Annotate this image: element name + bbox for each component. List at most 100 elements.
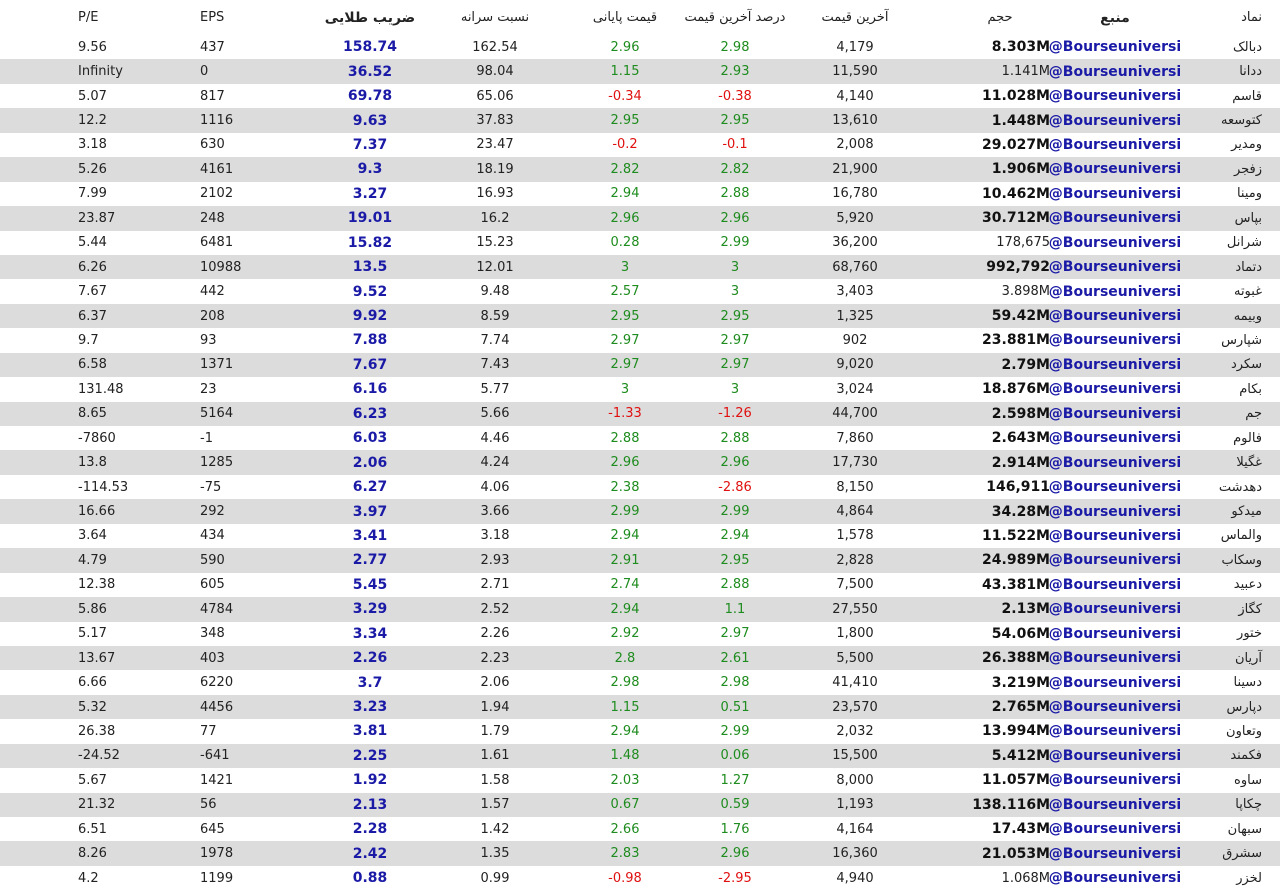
cell-source[interactable]: @Bourseuniversi xyxy=(1048,845,1182,862)
cell-source[interactable]: @Bourseuniversi xyxy=(1048,356,1182,373)
cell-capita-ratio: 162.54 xyxy=(472,39,518,55)
cell-last-price-percent: -0.1 xyxy=(722,137,748,153)
table-row[interactable]: ساوه @Bourseuniversi 11.057M 8,000 1.27 2.03 1… xyxy=(0,768,1280,792)
cell-capita-ratio: 8.59 xyxy=(480,308,510,324)
table-row[interactable]: شرانل @Bourseuniversi 178,675 36,200 2.99 0.2… xyxy=(0,231,1280,255)
table-row[interactable]: چکاپا @Bourseuniversi 138.116M 1,193 0.59 0.6… xyxy=(0,792,1280,817)
cell-source[interactable]: @Bourseuniversi xyxy=(1048,576,1182,593)
cell-symbol: سکرد xyxy=(1230,357,1262,373)
cell-volume: 3.898M xyxy=(1001,284,1050,300)
table-row[interactable]: جم @Bourseuniversi 2.598M 44,700 -1.26 -1.33 5… xyxy=(0,401,1280,426)
cell-source[interactable]: @Bourseuniversi xyxy=(1048,772,1182,789)
cell-source[interactable]: @Bourseuniversi xyxy=(1048,234,1182,251)
cell-capita-ratio: 2.93 xyxy=(480,552,510,568)
header-symbol[interactable]: نماد xyxy=(1241,10,1262,25)
table-row[interactable]: وسکاب @Bourseuniversi 24.989M 2,828 2.95 2.91… xyxy=(0,548,1280,573)
cell-source[interactable]: @Bourseuniversi xyxy=(1048,136,1182,153)
cell-source[interactable]: @Bourseuniversi xyxy=(1048,723,1182,740)
cell-source[interactable]: @Bourseuniversi xyxy=(1048,39,1182,56)
table-row[interactable]: آریان @Bourseuniversi 26.388M 5,500 2.61 2.8 2… xyxy=(0,645,1280,671)
table-row[interactable]: فکمند @Bourseuniversi 5.412M 15,500 0.06 1.48… xyxy=(0,743,1280,769)
table-row[interactable]: کتوسعه @Bourseuniversi 1.448M 13,610 2.95 2.9… xyxy=(0,108,1280,133)
table-row[interactable]: کگاز @Bourseuniversi 2.13M 27,550 1.1 2.94 2.5… xyxy=(0,597,1280,622)
table-row[interactable]: لخزر @Bourseuniversi 1.068M 4,940 -2.95 -0.98… xyxy=(0,866,1280,890)
cell-source[interactable]: @Bourseuniversi xyxy=(1048,430,1182,447)
header-pe[interactable]: P/E xyxy=(78,10,99,25)
table-row[interactable]: ختور @Bourseuniversi 54.06M 1,800 2.97 2.92 2.… xyxy=(0,622,1280,646)
cell-source[interactable]: @Bourseuniversi xyxy=(1048,308,1182,325)
header-close-price[interactable]: قیمت پایانی xyxy=(592,10,658,25)
table-row[interactable]: دبالک @Bourseuniversi 8.303M 4,179 2.98 2.96 1… xyxy=(0,35,1280,59)
cell-capita-ratio: 7.74 xyxy=(480,332,510,348)
cell-source[interactable]: @Bourseuniversi xyxy=(1048,454,1182,471)
cell-source[interactable]: @Bourseuniversi xyxy=(1048,747,1182,764)
table-row[interactable]: میدکو @Bourseuniversi 34.28M 4,864 2.99 2.99 3… xyxy=(0,499,1280,524)
cell-volume: 43.381M xyxy=(982,576,1050,593)
header-last-price-percent[interactable]: درصد آخرین قیمت xyxy=(684,10,786,25)
header-last-price[interactable]: آخرین قیمت xyxy=(821,10,889,25)
cell-golden-coefficient: 7.37 xyxy=(352,136,388,153)
cell-source[interactable]: @Bourseuniversi xyxy=(1048,527,1182,544)
cell-source[interactable]: @Bourseuniversi xyxy=(1048,870,1182,887)
table-row[interactable]: شپارس @Bourseuniversi 23.881M 902 2.97 2.97 7.… xyxy=(0,328,1280,352)
cell-source[interactable]: @Bourseuniversi xyxy=(1048,88,1182,105)
table-row[interactable]: دتماد @Bourseuniversi 992,792 68,760 3 3 12.01… xyxy=(0,254,1280,280)
table-row[interactable]: بپاس @Bourseuniversi 30.712M 5,920 2.96 2.96 1… xyxy=(0,206,1280,231)
table-row[interactable]: زفجر @Bourseuniversi 1.906M 21,900 2.82 2.82 1… xyxy=(0,157,1280,182)
cell-source[interactable]: @Bourseuniversi xyxy=(1048,552,1182,569)
table-row[interactable]: دسینا @Bourseuniversi 3.219M 41,410 2.98 2.98… xyxy=(0,670,1280,694)
cell-source[interactable]: @Bourseuniversi xyxy=(1048,185,1182,202)
cell-source[interactable]: @Bourseuniversi xyxy=(1048,699,1182,716)
cell-source[interactable]: @Bourseuniversi xyxy=(1048,210,1182,227)
table-row[interactable]: سبهان @Bourseuniversi 17.43M 4,164 1.76 2.66 1… xyxy=(0,817,1280,841)
cell-source[interactable]: @Bourseuniversi xyxy=(1048,259,1182,276)
table-row[interactable]: ومدیر @Bourseuniversi 29.027M 2,008 -0.1 -0.2… xyxy=(0,133,1280,157)
cell-source[interactable]: @Bourseuniversi xyxy=(1048,821,1182,838)
cell-pe: 6.26 xyxy=(78,259,107,275)
header-eps[interactable]: EPS xyxy=(200,10,225,25)
cell-symbol: دتماد xyxy=(1235,259,1262,275)
table-row[interactable]: دپارس @Bourseuniversi 2.765M 23,570 0.51 1.15… xyxy=(0,694,1280,720)
table-row[interactable]: دهدشت @Bourseuniversi 146,911 8,150 -2.86 2.3… xyxy=(0,475,1280,499)
table-row[interactable]: وتعاون @Bourseuniversi 13.994M 2,032 2.99 2.9… xyxy=(0,719,1280,743)
cell-last-price-percent: 2.96 xyxy=(720,210,750,226)
table-row[interactable]: بکام @Bourseuniversi 18.876M 3,024 3 3 5.77 6.1… xyxy=(0,377,1280,401)
cell-source[interactable]: @Bourseuniversi xyxy=(1048,601,1182,618)
table-row[interactable]: سشرق @Bourseuniversi 21.053M 16,360 2.96 2.83… xyxy=(0,841,1280,866)
cell-capita-ratio: 1.35 xyxy=(480,846,510,862)
cell-source[interactable]: @Bourseuniversi xyxy=(1048,674,1182,691)
header-golden-coefficient[interactable]: ضریب طلایی xyxy=(324,9,416,26)
table-row[interactable]: وبیمه @Bourseuniversi 59.42M 1,325 2.95 2.95 8… xyxy=(0,303,1280,329)
header-source[interactable]: منبع xyxy=(1100,9,1130,26)
cell-source[interactable]: @Bourseuniversi xyxy=(1048,625,1182,642)
cell-pe: 4.79 xyxy=(78,552,107,568)
table-row[interactable]: غگیلا @Bourseuniversi 2.914M 17,730 2.96 2.96… xyxy=(0,450,1280,475)
cell-source[interactable]: @Bourseuniversi xyxy=(1048,405,1182,422)
cell-last-price: 2,828 xyxy=(836,552,874,568)
cell-source[interactable]: @Bourseuniversi xyxy=(1048,283,1182,300)
table-row[interactable]: والماس @Bourseuniversi 11.522M 1,578 2.94 2.9… xyxy=(0,524,1280,548)
table-row[interactable]: فالوم @Bourseuniversi 2.643M 7,860 2.88 2.88 4… xyxy=(0,426,1280,450)
cell-source[interactable]: @Bourseuniversi xyxy=(1048,650,1182,667)
table-row[interactable]: ومینا @Bourseuniversi 10.462M 16,780 2.88 2.9… xyxy=(0,182,1280,206)
cell-source[interactable]: @Bourseuniversi xyxy=(1048,503,1182,520)
cell-source[interactable]: @Bourseuniversi xyxy=(1048,161,1182,178)
cell-last-price-percent: 3 xyxy=(730,381,740,397)
table-row[interactable]: دعبید @Bourseuniversi 43.381M 7,500 2.88 2.74… xyxy=(0,573,1280,597)
cell-source[interactable]: @Bourseuniversi xyxy=(1048,381,1182,398)
cell-source[interactable]: @Bourseuniversi xyxy=(1048,479,1182,496)
table-row[interactable]: ددانا @Bourseuniversi 1.141M 11,590 2.93 1.15… xyxy=(0,59,1280,84)
cell-source[interactable]: @Bourseuniversi xyxy=(1048,112,1182,129)
header-capita-ratio[interactable]: نسبت سرانه xyxy=(460,10,530,25)
cell-source[interactable]: @Bourseuniversi xyxy=(1048,332,1182,349)
cell-source[interactable]: @Bourseuniversi xyxy=(1048,63,1182,80)
cell-last-price: 4,164 xyxy=(836,821,874,837)
cell-symbol: دسینا xyxy=(1233,675,1263,691)
cell-source[interactable]: @Bourseuniversi xyxy=(1048,796,1182,813)
table-row[interactable]: سکرد @Bourseuniversi 2.79M 9,020 2.97 2.97 7.4… xyxy=(0,352,1280,378)
header-volume[interactable]: حجم xyxy=(987,10,1013,25)
table-row[interactable]: قاسم @Bourseuniversi 11.028M 4,140 -0.38 -0.3… xyxy=(0,84,1280,108)
table-row[interactable]: غبوته @Bourseuniversi 3.898M 3,403 3 2.57 9.48… xyxy=(0,279,1280,303)
cell-pe: 13.67 xyxy=(78,650,116,666)
cell-golden-coefficient: 5.45 xyxy=(352,576,388,593)
